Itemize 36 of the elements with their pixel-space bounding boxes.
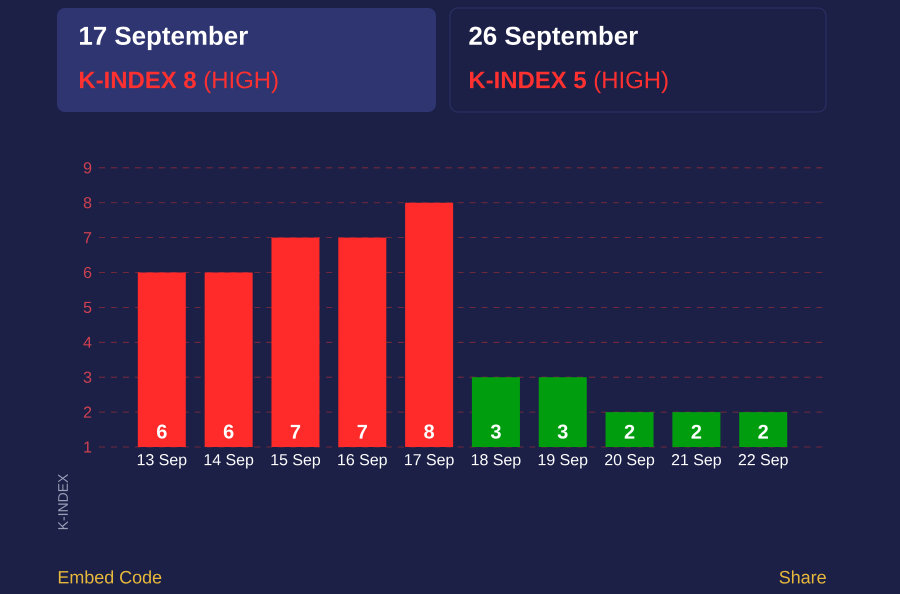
- x-tick-label: 22 Sep: [738, 454, 788, 468]
- y-tick-label: 2: [84, 406, 92, 418]
- text: K-INDEX 5 (HIGH): [470, 70, 668, 94]
- y-tick-label: 1: [84, 442, 92, 452]
- x-tick-label: 14 Sep: [204, 454, 254, 468]
- x-tick-label: 21 Sep: [672, 454, 721, 468]
- x-tick-label: 17 Sep: [405, 454, 454, 468]
- data-label: 2: [692, 424, 702, 439]
- text: 17 September: [80, 26, 248, 50]
- data-label: 8: [424, 424, 434, 439]
- data-label: 6: [157, 424, 167, 439]
- y-tick-label: 9: [84, 162, 92, 174]
- data-label: 6: [224, 424, 234, 439]
- data-label: 2: [758, 424, 768, 439]
- text: Embed Code: [58, 570, 162, 584]
- data-label: 7: [290, 424, 300, 439]
- y-tick-label: 8: [84, 197, 92, 208]
- x-tick-label: 19 Sep: [538, 454, 588, 468]
- x-tick-label: 13 Sep: [138, 454, 186, 468]
- x-tick-label: 20 Sep: [605, 454, 654, 468]
- y-tick-label: 6: [84, 266, 92, 278]
- x-tick-label: 15 Sep: [271, 454, 320, 468]
- text: K-INDEX 8 (HIGH): [80, 70, 278, 94]
- data-label: 7: [358, 424, 367, 439]
- x-tick-label: 16 Sep: [338, 454, 387, 468]
- text: 26 September: [469, 26, 638, 50]
- data-label: 2: [624, 424, 634, 439]
- y-tick-label: 5: [84, 302, 92, 313]
- text: Share: [780, 570, 826, 584]
- x-tick-label: 18 Sep: [472, 454, 520, 468]
- y-tick-label: 4: [83, 336, 92, 348]
- data-label: 3: [490, 424, 501, 439]
- y-tick-label: 7: [84, 232, 92, 244]
- data-label: 3: [558, 424, 568, 439]
- text: K-INDEX: [58, 474, 68, 530]
- y-tick-label: 3: [84, 372, 92, 383]
